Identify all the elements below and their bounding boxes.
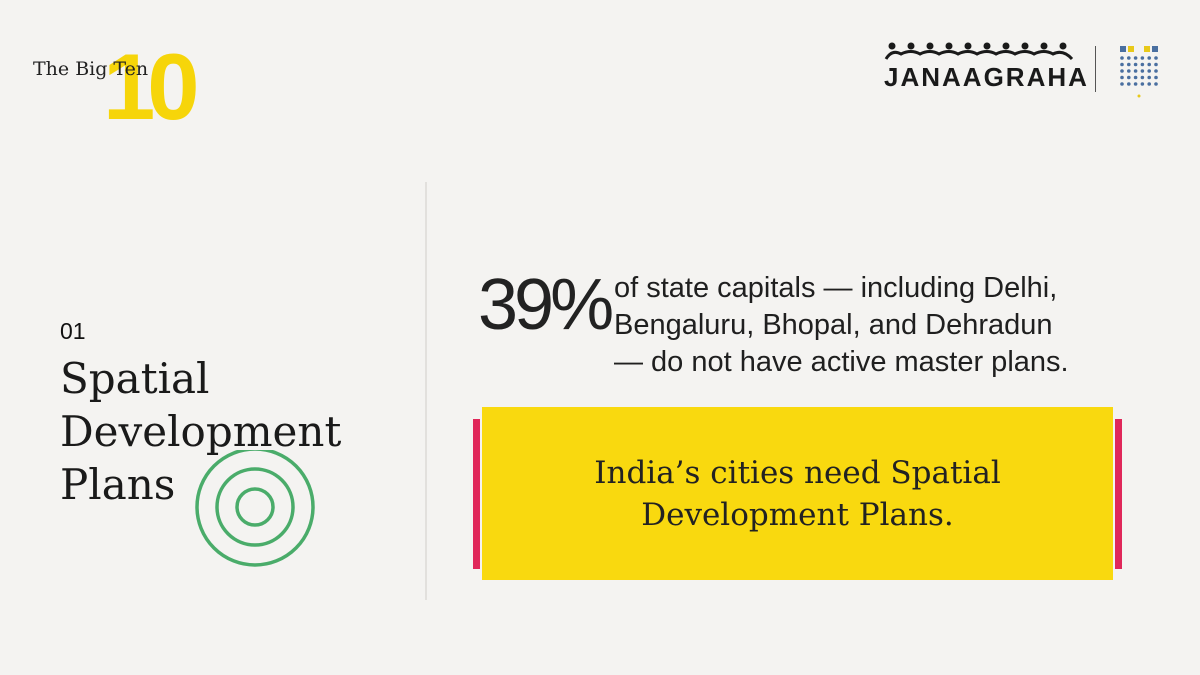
vertical-divider bbox=[425, 182, 427, 600]
logo-dot bbox=[1133, 56, 1138, 60]
concentric-rings-icon bbox=[195, 450, 315, 567]
logo-dot bbox=[1120, 56, 1124, 60]
people-chain-icon bbox=[884, 42, 1074, 61]
logo-dot bbox=[1154, 62, 1158, 67]
janaagraha-logo: JANAAGRAHA bbox=[884, 42, 1089, 92]
logo-dot bbox=[1154, 69, 1158, 73]
logo-dot bbox=[1133, 75, 1138, 80]
logo-dot bbox=[1133, 62, 1138, 67]
callout-accent-left bbox=[473, 419, 480, 569]
stat-value: 39% bbox=[478, 265, 614, 345]
logo-dot bbox=[1147, 69, 1151, 73]
logo-dot bbox=[1133, 82, 1138, 86]
logo-dot bbox=[1140, 69, 1145, 73]
badge-number: 10 bbox=[103, 34, 200, 139]
callout-line: Development Plans. bbox=[641, 496, 954, 533]
logo-dot bbox=[1154, 56, 1158, 60]
logo-dot bbox=[1120, 82, 1124, 86]
aiics-logo-icon bbox=[1120, 46, 1158, 98]
stat-description: of state capitals — including Delhi, Ben… bbox=[614, 270, 1134, 381]
section-title-line: Spatial bbox=[60, 354, 210, 403]
logo-dot bbox=[1154, 75, 1158, 80]
stat-line: of state capitals — including Delhi, bbox=[614, 272, 1058, 304]
janaagraha-wordmark: JANAAGRAHA bbox=[884, 62, 1089, 92]
logo-dot bbox=[1154, 82, 1158, 86]
callout-box: India’s cities need Spatial Development … bbox=[482, 407, 1113, 580]
stat-line: — do not have active master plans. bbox=[614, 346, 1069, 378]
stat-line: Bengaluru, Bhopal, and Dehradun bbox=[614, 309, 1053, 341]
logo-dot bbox=[1147, 82, 1151, 86]
callout-line: India’s cities need Spatial bbox=[594, 454, 1001, 491]
logo-dot bbox=[1147, 56, 1151, 60]
section-title: Spatial Development Plans bbox=[60, 352, 380, 511]
series-badge: 10 The Big Ten bbox=[33, 28, 200, 134]
logo-dot bbox=[1127, 62, 1131, 67]
logo-dot bbox=[1127, 56, 1131, 60]
logo-dot bbox=[1120, 62, 1124, 67]
section-title-line: Development bbox=[60, 407, 342, 456]
logo-dot bbox=[1140, 56, 1145, 60]
logo-dot bbox=[1127, 82, 1131, 86]
logo-dot bbox=[1127, 75, 1131, 80]
logo-dot bbox=[1133, 69, 1138, 73]
logo-divider bbox=[1095, 46, 1096, 92]
logo-dot bbox=[1127, 69, 1131, 73]
logo-dot bbox=[1140, 75, 1145, 80]
logo-dot bbox=[1140, 82, 1145, 86]
logo-dot bbox=[1140, 62, 1145, 67]
logo-dot bbox=[1147, 75, 1151, 80]
section-number: 01 bbox=[60, 318, 86, 344]
section-title-line: Plans bbox=[60, 460, 176, 509]
badge-label: The Big Ten bbox=[33, 58, 149, 80]
logo-dot bbox=[1120, 75, 1124, 80]
logo-dot bbox=[1120, 69, 1124, 73]
callout-accent-right bbox=[1115, 419, 1122, 569]
logo-dot bbox=[1147, 62, 1151, 67]
